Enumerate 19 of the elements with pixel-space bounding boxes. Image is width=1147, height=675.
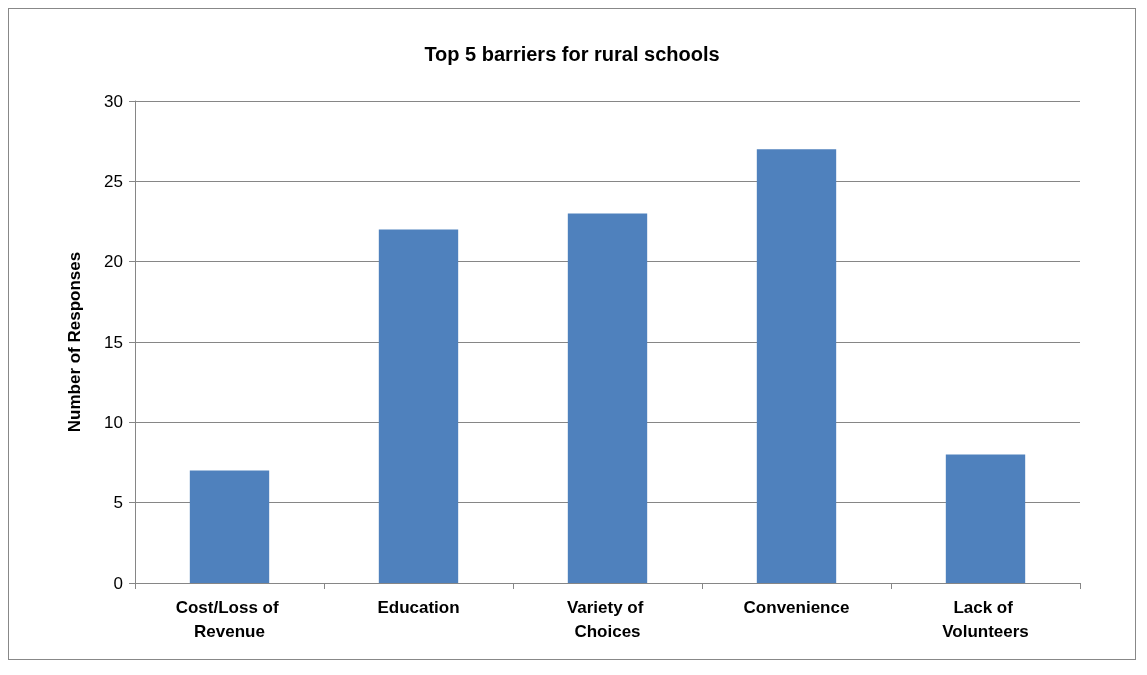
bar bbox=[189, 470, 270, 583]
chart-title: Top 5 barriers for rural schools bbox=[424, 43, 720, 65]
bar bbox=[945, 454, 1026, 583]
x-tick-label: Lack of Volunteers bbox=[942, 597, 1029, 641]
bar bbox=[378, 229, 459, 583]
y-tick-label: 15 bbox=[104, 332, 123, 352]
x-tick-label: Convenience bbox=[743, 597, 850, 617]
y-tick-label: 10 bbox=[104, 412, 123, 432]
y-tick-label: 0 bbox=[113, 573, 123, 593]
y-tick-label: 5 bbox=[113, 493, 123, 513]
y-tick-label: 25 bbox=[104, 171, 123, 191]
x-tick-label: Cost/Loss of Revenue bbox=[175, 597, 284, 641]
bar bbox=[567, 213, 648, 583]
x-tick-label: Variety of Choices bbox=[566, 597, 649, 641]
bar bbox=[756, 149, 837, 583]
y-tick-label: 30 bbox=[104, 91, 123, 111]
x-tick-label: Education bbox=[377, 597, 460, 617]
y-axis-title: Number of Responses bbox=[65, 251, 84, 433]
y-tick-label: 20 bbox=[104, 252, 123, 272]
